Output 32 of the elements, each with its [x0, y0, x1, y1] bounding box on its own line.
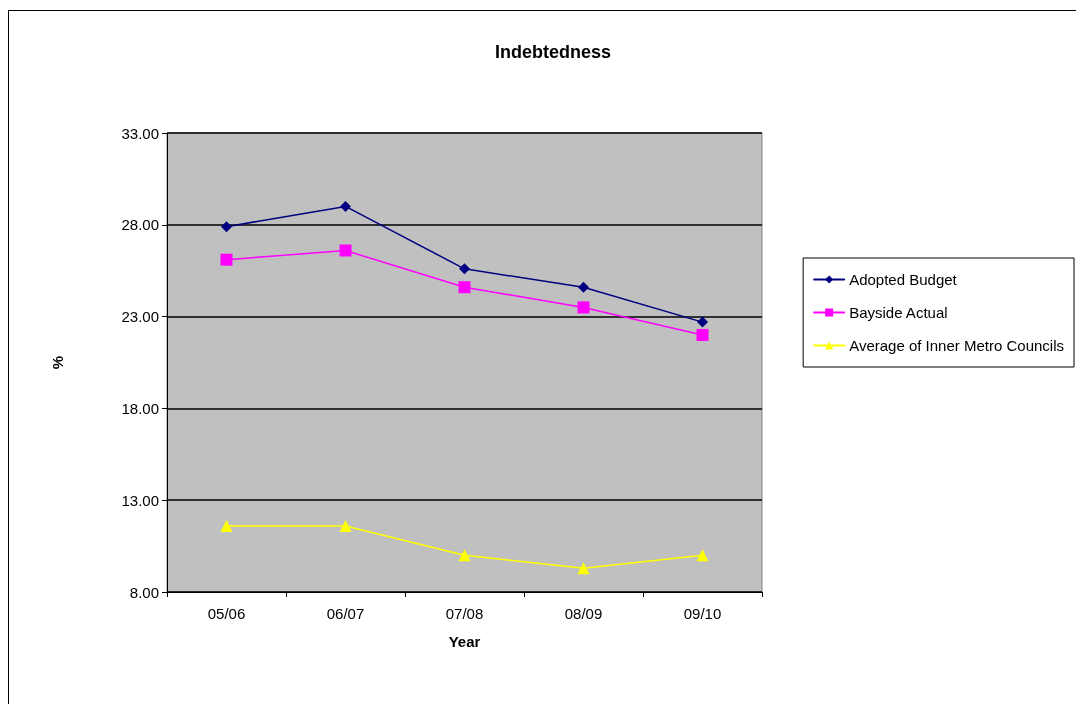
x-tick-label: 07/08 [445, 605, 484, 622]
point [339, 244, 352, 257]
legend-label: Adopted Budget [849, 271, 958, 288]
y-tick-label: 23.00 [121, 308, 159, 326]
point [578, 281, 589, 293]
y-tick-label: 33.00 [121, 124, 159, 142]
point [696, 549, 709, 562]
y-tick-label: 28.00 [121, 216, 159, 234]
y-tick-label: 8.00 [129, 583, 159, 601]
point [339, 519, 352, 532]
point [220, 253, 233, 266]
point [221, 221, 232, 233]
point [696, 328, 709, 341]
legend-label: Bayside Actual [849, 304, 948, 321]
point [697, 316, 708, 328]
y-axis-title: % [49, 355, 66, 370]
chart-title: Indebtedness [494, 42, 612, 62]
legend-label: Average of Inner Metro Councils [849, 337, 1065, 354]
point [577, 562, 590, 575]
x-tick-label: 09/10 [683, 605, 722, 622]
point [458, 281, 471, 294]
y-tick-label: 13.00 [121, 491, 159, 509]
y-tick-label: 18.00 [121, 399, 159, 417]
point [577, 301, 590, 314]
point [459, 263, 470, 275]
x-tick-label: 05/06 [207, 605, 246, 622]
x-axis-title: Year [448, 633, 481, 650]
x-tick-label: 08/09 [564, 605, 603, 622]
point [220, 519, 233, 532]
point [340, 200, 351, 212]
point [458, 549, 471, 562]
x-tick-label: 06/07 [326, 605, 365, 622]
